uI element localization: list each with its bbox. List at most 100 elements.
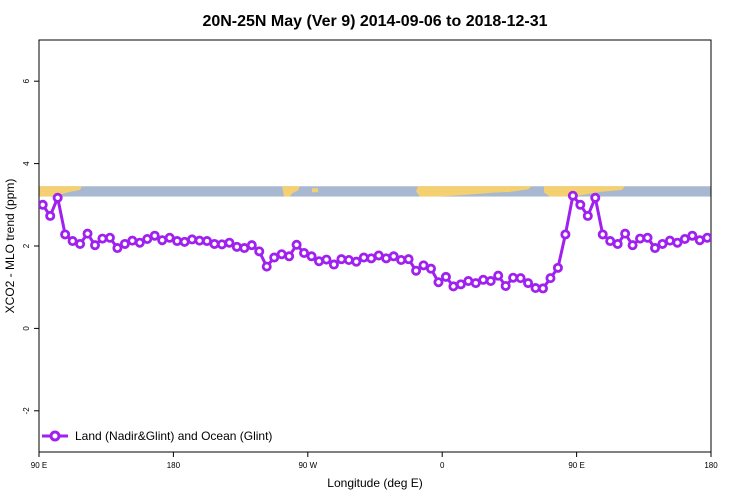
data-point <box>433 277 444 288</box>
data-point <box>90 240 101 251</box>
legend-label: Land (Nadir&Glint) and Ocean (Glint) <box>75 429 272 443</box>
data-point <box>403 254 414 265</box>
map-ocean <box>39 186 711 197</box>
data-point <box>679 233 690 244</box>
data-point <box>411 265 422 276</box>
data-point <box>590 192 601 203</box>
data-point <box>485 276 496 287</box>
data-point <box>119 238 130 249</box>
data-point <box>396 255 407 266</box>
data-point <box>582 210 593 221</box>
legend: Land (Nadir&Glint) and Ocean (Glint) <box>42 429 272 443</box>
y-axis: -2 0 2 4 6 <box>22 78 39 414</box>
data-point <box>164 232 175 243</box>
data-point <box>134 237 145 248</box>
chart-title: 20N-25N May (Ver 9) 2014-09-06 to 2018-1… <box>202 13 547 30</box>
land-mass-1 <box>282 186 300 197</box>
data-point <box>328 259 339 270</box>
data-point <box>149 230 160 241</box>
x-tick-label: 0 <box>440 461 445 470</box>
data-point <box>500 280 511 291</box>
data-point <box>702 232 711 243</box>
data-point <box>104 232 115 243</box>
y-tick-label: 2 <box>22 243 31 248</box>
data-point <box>418 260 429 271</box>
data-point <box>687 230 698 241</box>
land-mass-island <box>312 188 318 193</box>
data-point <box>388 251 399 262</box>
data-point <box>642 232 653 243</box>
x-axis: 90 E 180 90 W 0 90 E 180 <box>31 452 718 470</box>
data-point <box>358 252 369 263</box>
data-point <box>635 233 646 244</box>
data-point <box>650 243 661 254</box>
data-point <box>515 273 526 284</box>
data-point <box>545 273 556 284</box>
data-point <box>597 229 608 240</box>
series-land-ocean <box>39 190 711 294</box>
data-point <box>523 278 534 289</box>
data-point <box>567 190 578 201</box>
data-point <box>478 274 489 285</box>
data-point <box>75 238 86 249</box>
world-map-band <box>39 186 711 197</box>
data-point <box>493 270 504 281</box>
data-point <box>552 262 563 273</box>
data-point <box>440 271 451 282</box>
legend-marker <box>49 430 61 442</box>
data-point <box>261 261 272 272</box>
data-point <box>313 256 324 267</box>
data-point <box>612 238 623 249</box>
data-point <box>187 234 198 245</box>
x-axis-label: Longitude (deg E) <box>327 476 422 490</box>
y-axis-label: XCO2 - MLO trend (ppm) <box>3 179 17 314</box>
data-point <box>560 229 571 240</box>
data-point <box>291 239 302 250</box>
data-point <box>224 237 235 248</box>
x-tick-label: 180 <box>167 461 181 470</box>
data-point <box>336 254 347 265</box>
data-point <box>112 243 123 254</box>
data-point <box>97 233 108 244</box>
data-point <box>425 263 436 274</box>
data-point <box>269 252 280 263</box>
data-point <box>254 246 265 257</box>
y-tick-label: -2 <box>22 407 31 415</box>
data-point <box>343 255 354 266</box>
data-point <box>60 229 71 240</box>
data-point <box>672 237 683 248</box>
land-mass-3 <box>544 186 625 197</box>
y-tick-label: 4 <box>22 161 31 166</box>
data-point <box>575 199 586 210</box>
data-point <box>216 239 227 250</box>
x-tick-label: 90 E <box>568 461 584 470</box>
data-point <box>284 251 295 262</box>
y-tick-label: 6 <box>22 78 31 83</box>
x-tick-label: 90 W <box>298 461 317 470</box>
data-point <box>351 256 362 267</box>
data-point <box>82 228 93 239</box>
data-point <box>321 254 332 265</box>
data-point <box>142 233 153 244</box>
data-point <box>306 251 317 262</box>
data-point <box>657 238 668 249</box>
data-point <box>299 248 310 259</box>
data-point <box>45 210 56 221</box>
x-tick-label: 180 <box>704 461 718 470</box>
data-point <box>39 199 48 210</box>
x-tick-label: 90 E <box>31 461 47 470</box>
data-point <box>470 278 481 289</box>
data-point <box>627 240 638 251</box>
data-point <box>231 241 242 252</box>
land-mass-2 <box>416 186 532 197</box>
data-point <box>455 279 466 290</box>
land-mass-0 <box>39 186 82 197</box>
data-point <box>246 240 257 251</box>
data-point <box>172 236 183 247</box>
data-point <box>538 283 549 294</box>
data-point <box>52 192 63 203</box>
map-land <box>39 186 625 197</box>
y-tick-label: 0 <box>22 326 31 331</box>
data-point <box>620 228 631 239</box>
